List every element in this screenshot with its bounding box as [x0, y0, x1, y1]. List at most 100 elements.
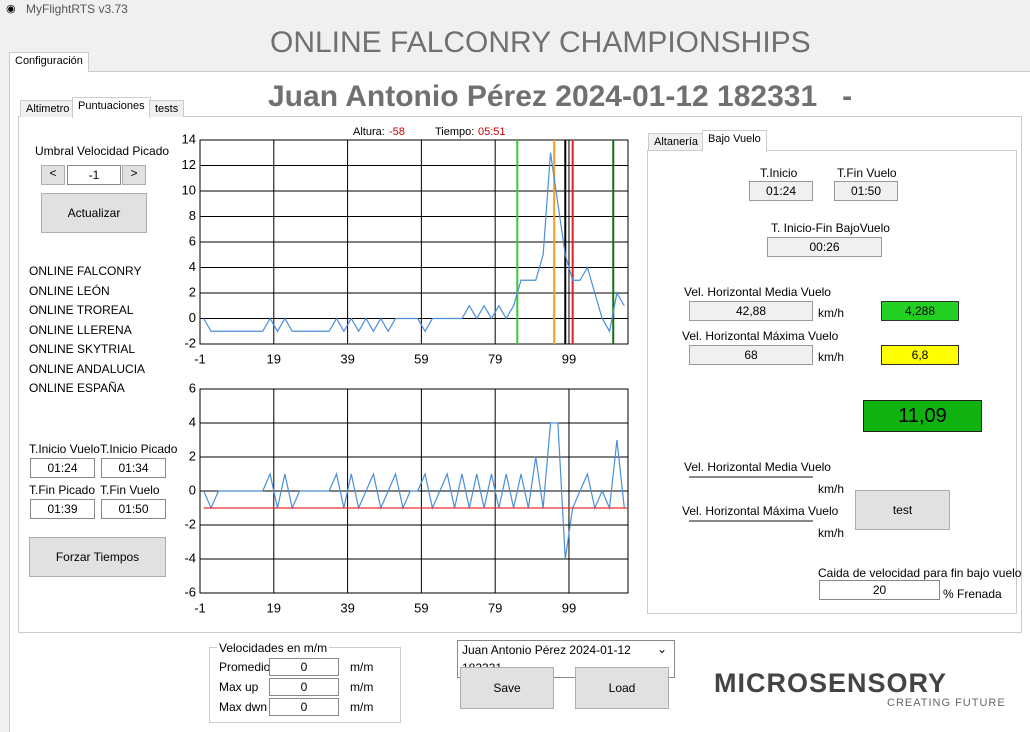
group-title: Velocidades en m/m: [217, 641, 330, 655]
competition: ONLINE LEÓN: [29, 283, 110, 298]
button[interactable]: <: [41, 165, 65, 185]
tab[interactable]: tests: [149, 100, 185, 117]
y-tick-label: 6: [189, 233, 196, 248]
time-value[interactable]: 01:50: [101, 499, 166, 519]
y-tick-label: 2: [189, 284, 196, 299]
x-tick-label: 39: [340, 600, 354, 615]
label: Caida de velocidad para fin bajo vuelo: [818, 566, 1022, 580]
x-tick-label: 19: [267, 351, 281, 366]
competition: ONLINE ESPAÑA: [29, 381, 125, 395]
label: Tiempo:: [435, 126, 475, 138]
x-tick-label: 99: [562, 351, 576, 366]
time-value[interactable]: 01:39: [30, 499, 95, 519]
button[interactable]: >: [122, 165, 146, 185]
total-score: 11,09: [863, 400, 982, 432]
window-title: MyFlightRTS v3.73: [26, 2, 128, 16]
y-tick-label: 0: [189, 310, 196, 325]
label: T. Inicio-Fin BajoVuelo: [771, 221, 890, 235]
time-value[interactable]: 01:34: [101, 458, 166, 478]
tab[interactable]: Configuración: [9, 52, 89, 72]
x-tick-label: 79: [488, 600, 502, 615]
y-tick-label: 0: [189, 482, 196, 497]
competition: ONLINE SKYTRIAL: [29, 342, 136, 356]
data-line: [203, 422, 625, 560]
y-tick-label: 4: [189, 259, 196, 274]
label: Promedio: [219, 660, 271, 674]
header-subtitle: Juan Antonio Pérez 2024-01-12 182331 -: [268, 80, 853, 113]
competition: ONLINE TROREAL: [29, 303, 134, 317]
x-tick-label: 59: [414, 600, 428, 615]
score: 4,288: [881, 301, 959, 321]
input[interactable]: [689, 476, 813, 478]
unit: km/h: [818, 482, 845, 496]
unit: km/h: [818, 306, 845, 320]
x-tick-label: 39: [340, 351, 354, 366]
label: T.Inicio Vuelo: [29, 442, 100, 456]
unit: m/m: [350, 700, 374, 714]
dropdown-arrow[interactable]: ⌄: [657, 642, 668, 656]
label: T.Fin Vuelo: [100, 483, 160, 497]
time-value[interactable]: 01:24: [30, 458, 95, 478]
score: 6,8: [881, 345, 959, 365]
unit: m/m: [350, 680, 374, 694]
value[interactable]: 0: [269, 678, 339, 696]
data-line: [203, 152, 625, 333]
value: 68: [689, 345, 813, 365]
x-tick-label: 99: [562, 600, 576, 615]
label: Max up: [219, 680, 259, 694]
x-tick-label: 59: [414, 351, 428, 366]
unit: % Frenada: [943, 587, 1002, 601]
y-tick-label: 6: [189, 380, 196, 395]
competition: ONLINE FALCONRY: [29, 264, 142, 278]
y-tick-label: 2: [189, 448, 196, 463]
y-tick-label: 10: [182, 182, 196, 197]
competition: ONLINE LLERENA: [29, 322, 132, 337]
x-tick-label: -1: [194, 600, 206, 615]
bajo-vuelo-panel: [647, 150, 1017, 614]
y-tick-label: 12: [182, 157, 196, 172]
tab[interactable]: Altanería: [648, 133, 705, 150]
y-tick-label: -6: [184, 584, 196, 599]
label: Vel. Horizontal Media Vuelo: [684, 460, 831, 474]
label: Vel. Horizontal Máxima Vuelo: [682, 504, 839, 518]
label: Vel. Horizontal Media Vuelo: [684, 285, 831, 299]
button[interactable]: Save: [460, 667, 554, 709]
logo: MICROSENSORY: [714, 668, 948, 698]
input[interactable]: 20: [819, 580, 940, 600]
input[interactable]: [689, 520, 813, 522]
value: 01:24: [749, 181, 813, 201]
input[interactable]: -1: [67, 165, 121, 185]
x-tick-label: 19: [267, 600, 281, 615]
label: Umbral Velocidad Picado: [35, 144, 170, 158]
y-tick-label: -2: [184, 335, 196, 350]
tab[interactable]: Bajo Vuelo: [702, 130, 767, 152]
label: Max dwn: [219, 700, 268, 714]
button[interactable]: Forzar Tiempos: [29, 537, 166, 577]
label: Altura:: [353, 126, 385, 138]
value[interactable]: 0: [269, 698, 339, 716]
competition: ONLINE ANDALUCIA: [29, 361, 146, 376]
unit: m/m: [350, 660, 374, 674]
x-tick-label: -1: [194, 351, 206, 366]
value: 00:26: [767, 237, 882, 257]
button[interactable]: test: [855, 490, 950, 530]
value: 42,88: [689, 301, 813, 321]
value: 01:50: [834, 181, 898, 201]
y-tick-label: 14: [182, 131, 196, 146]
header-title: ONLINE FALCONRY CHAMPIONSHIPS: [270, 26, 811, 59]
label: Vel. Horizontal Máxima Vuelo: [682, 329, 839, 343]
tab[interactable]: Altimetro: [20, 100, 76, 117]
unit: km/h: [818, 526, 845, 540]
logo-tagline: CREATING FUTURE: [887, 697, 1006, 709]
button[interactable]: Actualizar: [41, 193, 147, 233]
value[interactable]: 0: [269, 658, 339, 676]
label: T.Inicio: [760, 166, 798, 180]
label: T.Inicio Picado: [100, 442, 178, 456]
unit: km/h: [818, 350, 845, 364]
x-tick-label: 79: [488, 351, 502, 366]
y-tick-label: 4: [189, 414, 196, 429]
label: T.Fin Picado: [29, 483, 96, 497]
button[interactable]: Load: [575, 667, 669, 709]
